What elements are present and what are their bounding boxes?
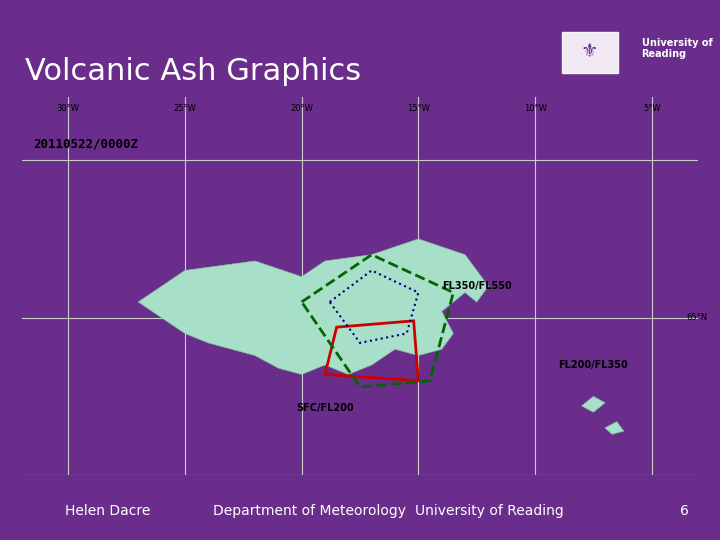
Text: 20°W: 20°W [290,104,313,112]
Text: 10°W: 10°W [523,104,546,112]
Text: Department of Meteorology: Department of Meteorology [213,504,406,518]
Polygon shape [605,422,624,434]
Polygon shape [582,396,605,412]
Text: FL200/FL350: FL200/FL350 [559,360,628,370]
Text: 15°W: 15°W [407,104,430,112]
Text: ⚜: ⚜ [580,42,598,60]
Text: SFC/FL200: SFC/FL200 [296,403,354,413]
Text: University of Reading: University of Reading [415,504,564,518]
Text: 5°W: 5°W [643,104,660,112]
Text: 20110522/0000Z: 20110522/0000Z [33,138,138,151]
Text: 30°W: 30°W [57,104,80,112]
Text: 25°W: 25°W [174,104,197,112]
Text: 6: 6 [680,504,688,518]
Bar [562,32,618,73]
Text: 65°N: 65°N [687,313,708,322]
Text: University of
Reading: University of Reading [642,38,712,59]
Polygon shape [138,239,488,374]
Text: Volcanic Ash Graphics: Volcanic Ash Graphics [25,57,361,86]
Text: Helen Dacre: Helen Dacre [66,504,150,518]
Text: FL350/FL550: FL350/FL550 [441,281,511,291]
